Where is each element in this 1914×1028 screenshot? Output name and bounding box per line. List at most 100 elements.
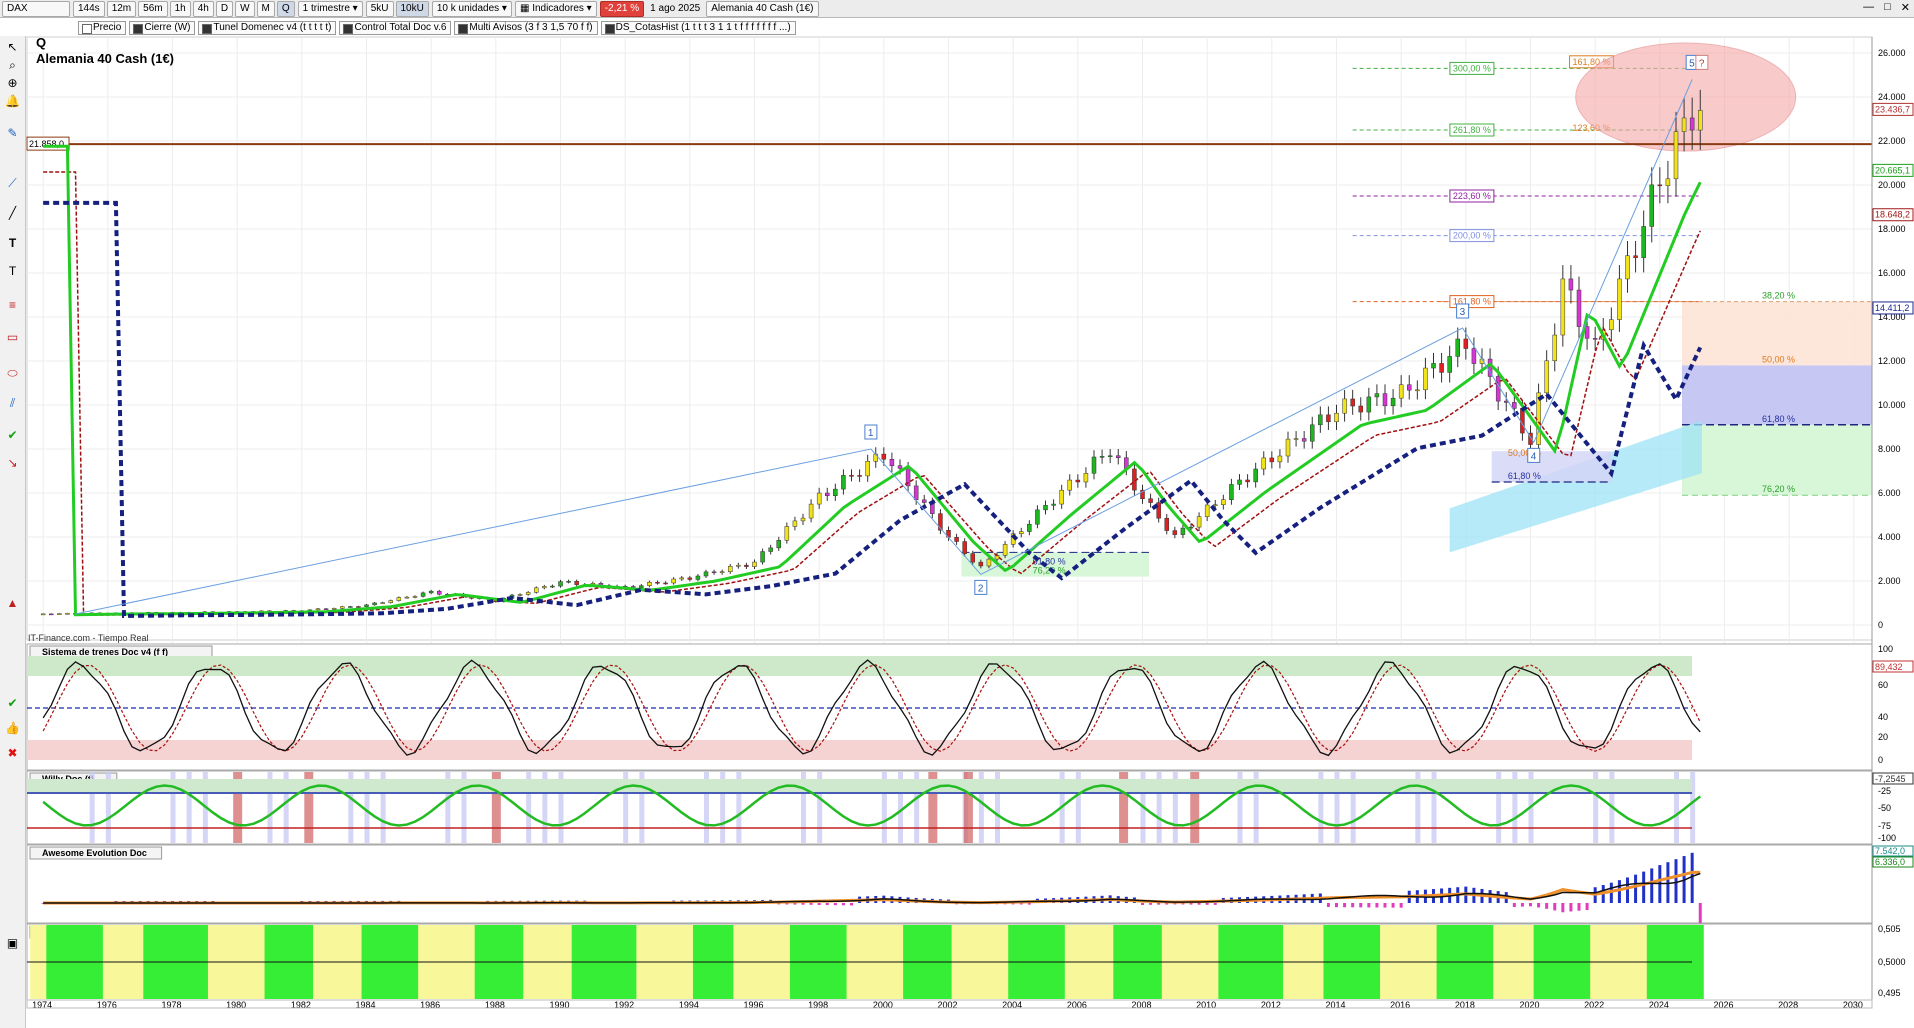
- candle-body: [954, 537, 959, 542]
- candle-body: [525, 592, 531, 595]
- period-select[interactable]: 1 trimestre ▾: [297, 0, 363, 17]
- channel-icon[interactable]: ⫽: [9, 396, 16, 410]
- price-tick: 10.000: [1878, 400, 1906, 410]
- fib-ext-box: [1449, 229, 1495, 243]
- minimize-icon[interactable]: —: [1863, 1, 1875, 13]
- ellipse-icon[interactable]: ⬭: [7, 366, 18, 380]
- awesome-panel-frame: [26, 844, 1873, 924]
- timeframe-1h[interactable]: 1h: [169, 0, 191, 17]
- timeframe-56m[interactable]: 56m: [138, 0, 168, 17]
- legend-item[interactable]: Tunel Domenec v4 (t t t t t): [198, 21, 337, 35]
- candle-body: [768, 547, 773, 552]
- symbol-select[interactable]: DAX: [2, 0, 70, 17]
- candle-body: [1431, 363, 1436, 369]
- timeframe-4h[interactable]: 4h: [192, 0, 214, 17]
- willy-value-box: [1872, 772, 1914, 785]
- timeframe-W[interactable]: W: [235, 0, 255, 17]
- source-label: IT-Finance.com - Tiempo Real: [28, 633, 149, 643]
- ruler-icon[interactable]: ▭: [6, 330, 19, 344]
- candle-body: [938, 513, 943, 531]
- legend-item[interactable]: Control Total Doc v.6: [339, 21, 452, 35]
- zoom-icon[interactable]: ⌕: [9, 58, 16, 72]
- awesome-bar: [1027, 903, 1031, 905]
- barra-tick: 0,495: [1878, 988, 1901, 998]
- trenes-tick: 20: [1878, 732, 1888, 742]
- willy-band: [542, 772, 548, 843]
- candle-body: [978, 561, 984, 567]
- year-tick: 1998: [808, 1000, 828, 1010]
- price-marker-label: 18.648,2: [1875, 210, 1910, 220]
- timeframe-144s[interactable]: 144s: [73, 0, 105, 17]
- willy-band: [801, 772, 806, 843]
- camera-icon[interactable]: ▣: [6, 936, 19, 950]
- text-icon[interactable]: T: [8, 236, 17, 250]
- close-icon[interactable]: ✕: [1900, 2, 1910, 14]
- timeframe-D[interactable]: D: [215, 0, 234, 17]
- trenes-signal: [42, 664, 1701, 752]
- candle-body: [428, 590, 434, 594]
- text-tool-icon[interactable]: T: [8, 264, 17, 278]
- timeframe-Q[interactable]: Q: [276, 0, 295, 17]
- timeframe-M[interactable]: M: [256, 0, 275, 17]
- year-tick: 2022: [1584, 1000, 1604, 1010]
- thumb-icon[interactable]: 👍: [5, 721, 20, 735]
- willy-red-band: [1190, 772, 1200, 843]
- willy-band: [1415, 772, 1421, 843]
- fib-icon[interactable]: ≡: [8, 298, 16, 312]
- timeframe-12m[interactable]: 12m: [106, 0, 137, 17]
- awesome-bar: [1189, 903, 1193, 905]
- candle-body: [1148, 498, 1153, 503]
- candle-body: [1253, 468, 1258, 483]
- price-tick: 8.000: [1878, 444, 1901, 454]
- candle-body: [784, 526, 790, 541]
- candle-body: [865, 461, 870, 477]
- trenes-value: 89,432: [1875, 662, 1903, 672]
- candle-body: [1439, 363, 1444, 373]
- awesome-bar: [1537, 903, 1541, 908]
- candle-body: [364, 604, 369, 607]
- year-tick: 1974: [32, 1000, 52, 1010]
- legend-item[interactable]: DS_CotasHist (1 t t t 3 1 1 t f f f f f …: [600, 21, 796, 35]
- bar-5kU[interactable]: 5kU: [365, 0, 394, 17]
- bar-10kU[interactable]: 10kU: [395, 0, 429, 17]
- cross-icon[interactable]: ✖: [7, 746, 18, 760]
- bell-icon[interactable]: 🔔: [5, 94, 20, 108]
- candle-body: [1649, 184, 1654, 227]
- candle-body: [849, 475, 854, 477]
- candle-body: [1698, 110, 1703, 131]
- candle-body: [1520, 408, 1525, 434]
- line-tool-icon[interactable]: ╱: [8, 206, 17, 220]
- willy-band: [1237, 772, 1243, 843]
- price-line-label: 21.858,0: [29, 139, 64, 149]
- trend-line-icon[interactable]: ⟋: [8, 176, 17, 190]
- indicators-button[interactable]: ▦ Indicadores ▾: [514, 0, 597, 17]
- trenes-osc: [42, 659, 1701, 757]
- check-icon[interactable]: ✔: [7, 428, 18, 442]
- legend-item[interactable]: Multi Avisos (3 f 3 1,5 70 f f): [454, 21, 598, 35]
- awesome-bar: [1626, 877, 1629, 903]
- units-select[interactable]: 10 k unidades ▾: [431, 0, 512, 17]
- down-arrow-icon[interactable]: ↘: [7, 456, 18, 470]
- wave-label: 5: [1689, 58, 1695, 69]
- check2-icon[interactable]: ✔: [7, 696, 18, 710]
- cursor-icon[interactable]: ↖: [7, 40, 18, 54]
- magnifier-icon[interactable]: ⊕: [7, 76, 18, 90]
- candle-body: [1568, 278, 1574, 291]
- candle-body: [857, 475, 862, 477]
- willy-band: [364, 772, 370, 843]
- candle-body: [776, 539, 781, 549]
- candle-body: [1075, 479, 1081, 483]
- candle-body: [833, 488, 838, 497]
- willy-band: [1593, 772, 1599, 843]
- candle-body: [647, 581, 652, 586]
- candle-body: [420, 592, 426, 597]
- willy-band: [817, 772, 823, 843]
- marker-icon[interactable]: ▲: [6, 596, 19, 610]
- pencil-icon[interactable]: ✎: [7, 126, 18, 140]
- candle-body: [719, 571, 725, 574]
- legend-item[interactable]: Cierre (W): [129, 21, 196, 35]
- maximize-icon[interactable]: □: [1884, 1, 1891, 13]
- year-tick: 2018: [1455, 1000, 1475, 1010]
- legend-item[interactable]: Precio: [78, 21, 127, 35]
